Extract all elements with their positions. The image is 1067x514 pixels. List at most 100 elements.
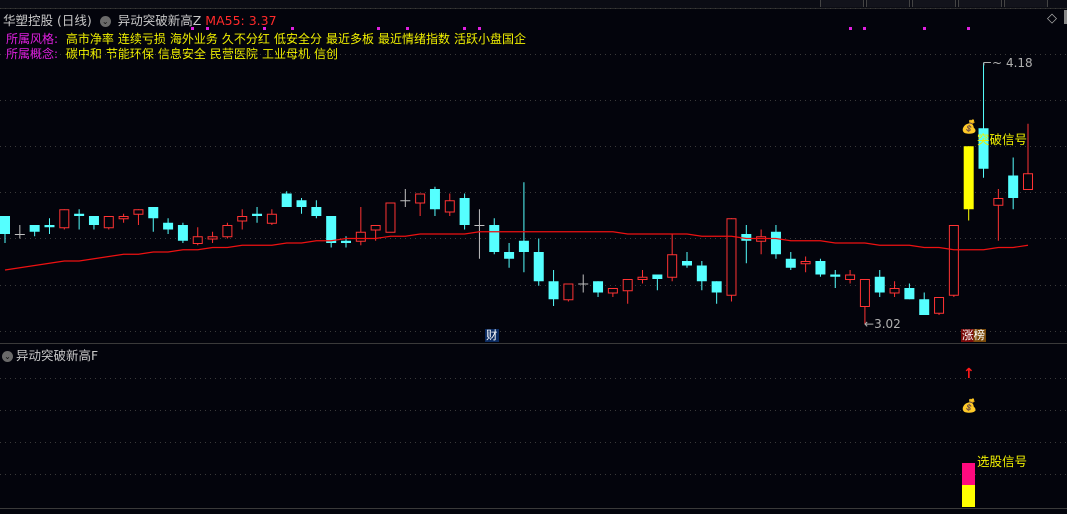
panel-divider <box>0 508 1067 509</box>
toolbar-tab[interactable] <box>820 0 864 7</box>
limit-up-marker[interactable]: 涨榜 <box>961 328 986 342</box>
candle-body <box>0 216 10 234</box>
chart-title-row: 华塑控股 (日线) ⌄ 异动突破新高Z MA55: 3.37 <box>3 10 277 29</box>
signal-dot-marker <box>377 27 380 30</box>
chevron-down-icon[interactable]: ⌄ <box>99 16 111 27</box>
breakout-signal-label: 突破信号 <box>977 132 1028 147</box>
panel-divider <box>0 343 1067 344</box>
signal-dot-marker <box>967 27 970 30</box>
candle-body <box>385 202 396 233</box>
signal-dot-marker <box>206 27 209 30</box>
diamond-icon[interactable]: ◇ <box>1047 11 1057 26</box>
tag-item[interactable]: 活跃小盘国企 <box>453 32 526 46</box>
signal-bar-yellow <box>962 485 975 507</box>
candle-body <box>489 225 500 252</box>
concept-label: 所属概念: <box>6 47 59 61</box>
candle-body <box>326 216 337 243</box>
candle-body <box>296 200 307 207</box>
tag-item[interactable]: 碳中和 <box>65 47 102 61</box>
style-row: 所属风格: 高市净率 连续亏损 海外业务 久不分红 低安全分 最近多板 最近情绪指数 活跃小盘… <box>6 30 526 47</box>
candle-body <box>711 281 722 293</box>
candle-body <box>400 200 411 202</box>
candle-body <box>682 261 692 266</box>
candle-body <box>785 258 796 268</box>
red-up-arrow-icon: ↑ <box>963 366 975 382</box>
signal-dot-marker <box>263 27 266 30</box>
candle-body <box>770 231 781 255</box>
candle-body <box>311 207 322 216</box>
tag-item[interactable]: 最近多板 <box>325 32 374 46</box>
signal-dot-marker <box>923 27 926 30</box>
tag-item[interactable]: 信息安全 <box>157 47 206 61</box>
candle-body <box>29 225 40 232</box>
signal-bar-pink <box>962 463 975 485</box>
candle-body <box>963 146 974 210</box>
candle-body <box>830 274 841 277</box>
candle-body <box>177 225 188 241</box>
tag-item[interactable]: 节能环保 <box>105 47 154 61</box>
ma55-label: MA55: <box>205 13 245 28</box>
candle-body <box>1023 173 1033 190</box>
candle-body <box>859 279 870 307</box>
candle-body <box>934 297 945 314</box>
candle-body <box>504 252 515 259</box>
candle-body <box>444 200 455 213</box>
candle-body <box>103 216 114 229</box>
candle-body <box>726 218 737 296</box>
tag-item[interactable]: 低安全分 <box>273 32 322 46</box>
candle-body <box>978 128 989 169</box>
candle-body <box>889 288 900 294</box>
tag-item[interactable]: 高市净率 <box>65 32 114 46</box>
sub-indicator-name[interactable]: 异动突破新高F <box>16 348 99 363</box>
candle-body <box>518 240 529 252</box>
candle-body <box>578 283 589 285</box>
toolbar-tab[interactable] <box>866 0 910 7</box>
candle-body <box>874 276 885 293</box>
candle-body <box>118 216 129 220</box>
tag-item[interactable]: 民营医院 <box>209 47 258 61</box>
candle-body <box>148 207 159 219</box>
candle-body <box>163 222 174 230</box>
candle-body <box>533 252 544 282</box>
tag-item[interactable]: 海外业务 <box>169 32 218 46</box>
candle-body <box>622 279 633 292</box>
candle-body <box>252 213 263 216</box>
low-price-annotation: ←3.02 <box>864 317 901 331</box>
high-price-annotation: ⌐~ 4.18 <box>982 56 1033 70</box>
candle-body <box>341 240 351 243</box>
candle-body <box>459 198 470 225</box>
chevron-down-icon[interactable]: ⌄ <box>2 351 13 362</box>
candle-body <box>474 225 485 226</box>
candle-body <box>222 225 233 238</box>
select-signal-label: 选股信号 <box>977 454 1028 469</box>
candle-body <box>370 225 381 231</box>
money-bag-icon: 💰 <box>961 399 978 414</box>
arrow-left-icon: ← <box>864 317 875 331</box>
ma55-line <box>4 231 1029 271</box>
money-bag-icon: 💰 <box>961 120 978 135</box>
candle-body <box>88 216 99 225</box>
tag-item[interactable]: 连续亏损 <box>117 32 166 46</box>
toolbar-tab[interactable] <box>912 0 956 7</box>
candle-body <box>845 274 856 280</box>
candle-body <box>607 288 618 294</box>
toolbar-tab[interactable] <box>958 0 1002 7</box>
candle-body <box>429 189 440 210</box>
candle-body <box>281 193 292 207</box>
candle-body <box>237 216 248 222</box>
toolbar-strip <box>0 0 1067 9</box>
toolbar-tab[interactable] <box>1004 0 1048 7</box>
candle-body <box>133 209 144 215</box>
signal-dot-marker <box>406 27 409 30</box>
signal-dot-marker <box>291 27 294 30</box>
tag-item[interactable]: 久不分红 <box>221 32 270 46</box>
candle-body <box>192 236 203 244</box>
tag-item[interactable]: 最近情绪指数 <box>377 32 450 46</box>
finance-marker[interactable]: 财 <box>485 328 499 342</box>
signal-dot-marker <box>478 27 481 30</box>
scrollbar[interactable] <box>1064 10 1067 24</box>
candle-body <box>415 193 426 204</box>
candle-body <box>993 198 1004 206</box>
indicator-name[interactable]: 异动突破新高Z <box>117 13 202 28</box>
